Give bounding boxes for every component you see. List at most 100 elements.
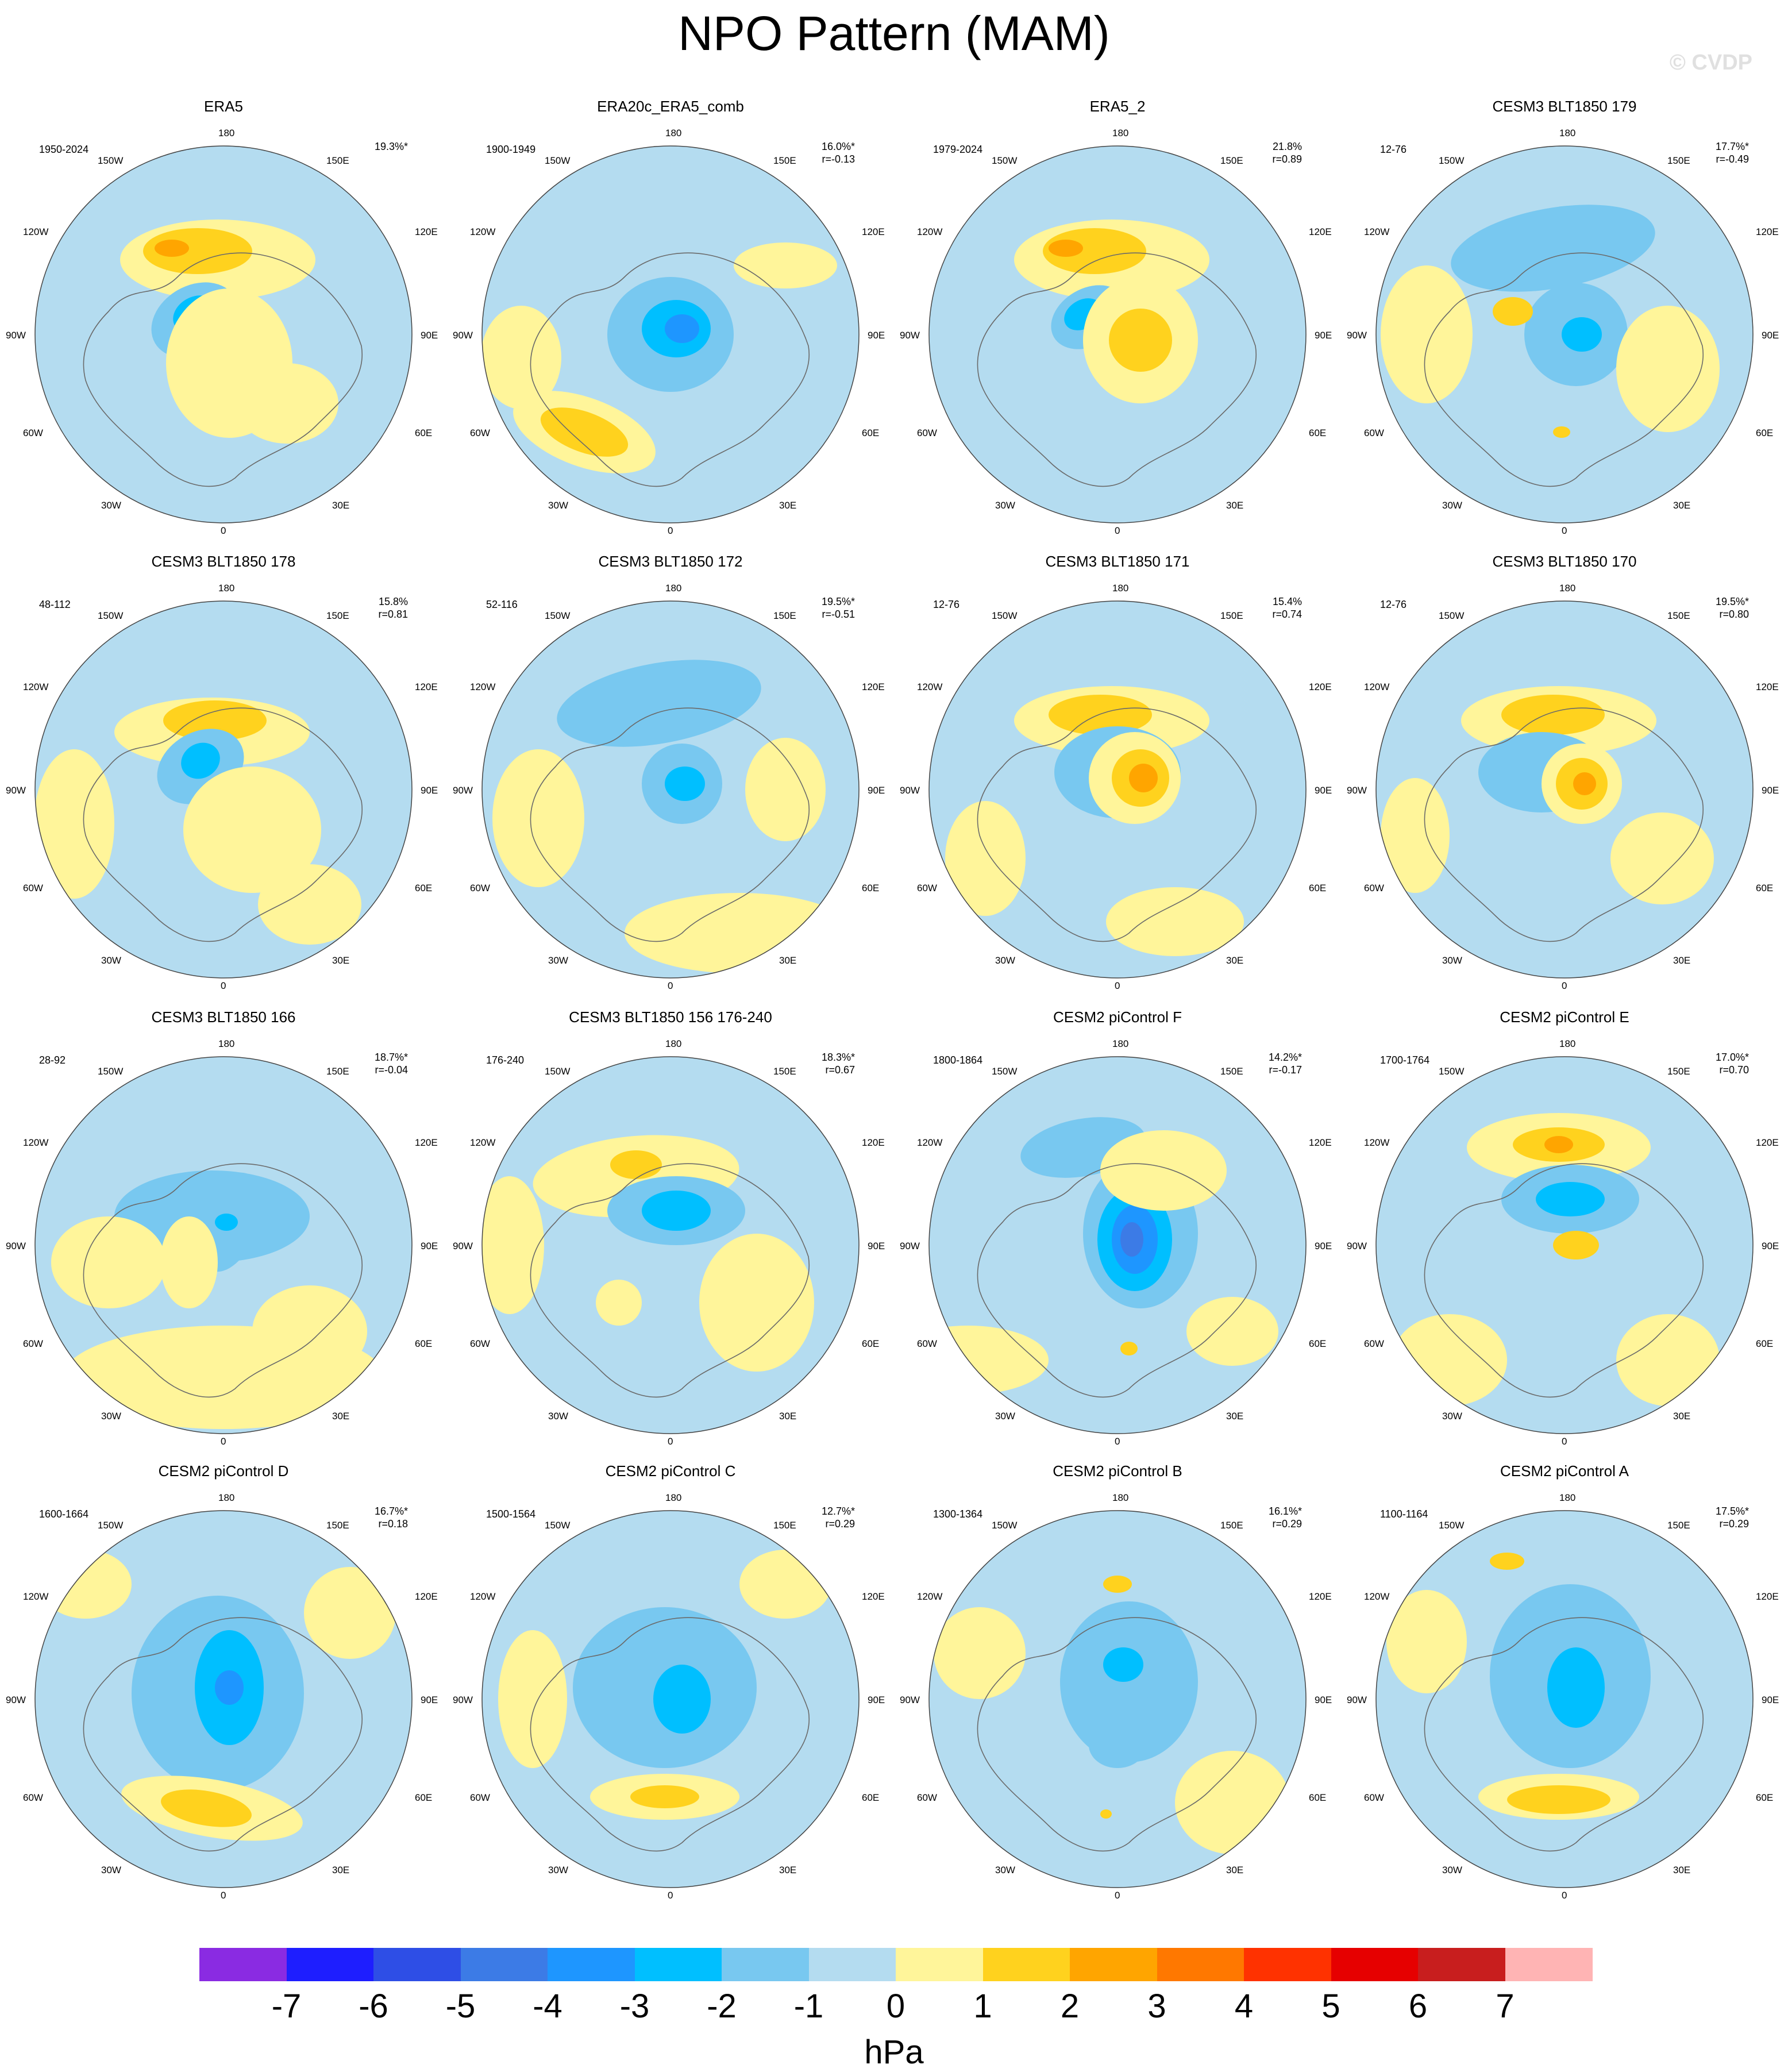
longitude-label: 90E (1315, 1241, 1332, 1251)
longitude-label: 60E (1309, 1338, 1327, 1349)
longitude-label: 0 (1562, 525, 1567, 536)
longitude-label: 0 (1115, 980, 1120, 991)
longitude-label: 150E (1667, 1520, 1690, 1531)
coastline (83, 707, 363, 942)
longitude-label: 120W (470, 1591, 496, 1602)
map-panel: CESM2 piControl F 1800-1864 14.2%* r=-0.17 1… (894, 1008, 1341, 1462)
colorbar-units: hPa (864, 2034, 924, 2071)
panel-pattern-correlation: r=0.18 (378, 1518, 408, 1530)
longitude-label: 150W (545, 610, 571, 621)
longitude-label: 60W (470, 883, 490, 893)
panel-pattern-correlation: r=0.67 (825, 1064, 855, 1076)
negative-anomaly-contour (215, 1670, 244, 1705)
positive-anomaly-contour (492, 749, 584, 887)
polar-map (481, 145, 860, 523)
map-panel: ERA20c_ERA5_comb 1900-1949 16.0%* r=-0.13 18… (447, 98, 894, 552)
longitude-label: 0 (668, 1890, 673, 1901)
longitude-label: 30E (1673, 955, 1691, 966)
longitude-label: 30W (548, 1411, 568, 1422)
longitude-label: 90W (453, 1694, 473, 1705)
longitude-label: 150W (98, 1520, 124, 1531)
longitude-label: 120E (1756, 1137, 1779, 1148)
longitude-label: 30W (1442, 955, 1462, 966)
longitude-label: 60E (415, 428, 433, 438)
positive-anomaly-contour (699, 1234, 814, 1372)
longitude-label: 30W (995, 1411, 1015, 1422)
map-panel: CESM3 BLT1850 166 28-92 18.7%* r=-0.04 180 15… (0, 1008, 447, 1462)
longitude-label: 120E (862, 226, 885, 237)
longitude-label: 90W (900, 1241, 920, 1251)
longitude-label: 30W (1442, 1865, 1462, 1875)
coastline (1424, 1617, 1704, 1852)
colorbar-swatch (1157, 1948, 1244, 1981)
polar-map (34, 600, 413, 979)
longitude-label: 120E (1309, 226, 1332, 237)
panel-percent-variance: 18.7%* (374, 1052, 408, 1063)
longitude-label: 180 (1559, 1492, 1576, 1503)
colorbar-tick-label: 1 (973, 1988, 992, 2025)
negative-anomaly-contour (557, 660, 761, 747)
longitude-label: 30W (1442, 1411, 1462, 1422)
panel-period: 12-76 (1380, 599, 1407, 610)
colorbar-tick-label: -2 (707, 1988, 737, 2025)
negative-anomaly-contour (1089, 1722, 1146, 1768)
positive-anomaly-contour (51, 1216, 166, 1308)
longitude-label: 120W (1364, 1591, 1390, 1602)
longitude-label: 30W (548, 955, 568, 966)
positive-anomaly-contour (540, 407, 629, 457)
colorbar-swatch (373, 1948, 461, 1981)
panel-percent-variance: 12.7%* (821, 1505, 855, 1517)
polar-map (481, 1056, 860, 1434)
positive-anomaly-contour (1049, 695, 1152, 735)
map-boundary (1375, 1510, 1754, 1888)
longitude-label: 120W (470, 1137, 496, 1148)
longitude-label: 120W (1364, 226, 1390, 237)
longitude-label: 120W (917, 1137, 943, 1148)
longitude-label: 90W (1347, 785, 1367, 796)
longitude-label: 180 (218, 1492, 235, 1503)
longitude-label: 60W (23, 883, 43, 893)
map-panel: CESM2 piControl C 1500-1564 12.7%* r=0.29 18… (447, 1462, 894, 1916)
colorbar-swatch (1244, 1948, 1332, 1981)
longitude-label: 120E (415, 681, 438, 692)
longitude-label: 30W (995, 955, 1015, 966)
longitude-label: 30W (1442, 500, 1462, 511)
map-boundary (34, 600, 413, 979)
colorbar-swatch (1331, 1948, 1419, 1981)
coastline (1424, 252, 1704, 487)
longitude-label: 120E (862, 1137, 885, 1148)
longitude-label: 150E (773, 1520, 796, 1531)
longitude-label: 30E (1226, 955, 1244, 966)
longitude-label: 120E (415, 1591, 438, 1602)
longitude-label: 60W (23, 1792, 43, 1803)
positive-anomaly-contour (163, 700, 267, 741)
longitude-label: 150E (773, 155, 796, 166)
panel-period: 1600-1664 (39, 1508, 89, 1520)
longitude-label: 90E (1315, 1694, 1332, 1705)
longitude-label: 30E (332, 1865, 350, 1875)
longitude-label: 60W (1364, 428, 1384, 438)
longitude-label: 0 (1562, 980, 1567, 991)
polar-map (928, 145, 1307, 523)
longitude-label: 0 (1115, 1436, 1120, 1447)
longitude-label: 90W (1347, 1241, 1367, 1251)
longitude-label: 120W (470, 681, 496, 692)
longitude-label: 30E (1673, 500, 1691, 511)
longitude-label: 150E (326, 610, 349, 621)
longitude-label: 90E (1315, 785, 1332, 796)
colorbar-swatch (199, 1948, 287, 1981)
longitude-label: 90W (6, 330, 26, 341)
longitude-label: 30E (779, 1411, 797, 1422)
positive-anomaly-contour (1175, 1751, 1290, 1854)
positive-anomaly-contour (1490, 1553, 1524, 1570)
panel-title: CESM3 BLT1850 179 (1492, 98, 1637, 115)
longitude-label: 90E (868, 330, 885, 341)
longitude-label: 30E (779, 500, 797, 511)
longitude-label: 90W (6, 785, 26, 796)
longitude-label: 60W (1364, 1792, 1384, 1803)
coastline (530, 1617, 810, 1852)
longitude-label: 120E (415, 1137, 438, 1148)
longitude-label: 30W (995, 1865, 1015, 1875)
longitude-label: 150E (1667, 155, 1690, 166)
longitude-label: 90W (900, 1694, 920, 1705)
